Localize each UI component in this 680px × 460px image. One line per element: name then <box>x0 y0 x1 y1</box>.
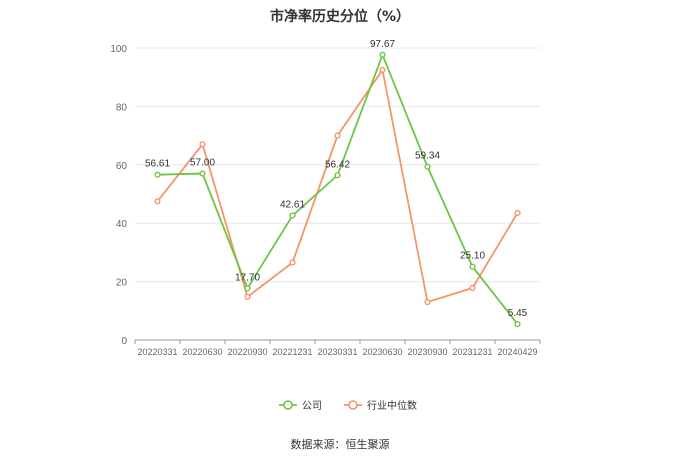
data-source: 数据来源：恒生聚源 <box>290 438 390 451</box>
data-label: 42.61 <box>280 200 305 211</box>
data-point <box>379 66 386 74</box>
data-point <box>244 285 251 292</box>
x-tick-label: 20221231 <box>272 347 312 357</box>
data-label: 57.00 <box>190 158 215 169</box>
data-label: 56.42 <box>325 159 350 170</box>
series-group <box>154 51 521 328</box>
y-axis-ticks: 0 20 40 60 80 100 <box>110 44 127 347</box>
chart-title: 市净率历史分位（%） <box>269 9 411 25</box>
x-tick-label: 20220930 <box>227 347 267 357</box>
y-tick-label: 0 <box>121 336 127 347</box>
legend-marker <box>283 400 293 410</box>
data-point <box>379 51 386 58</box>
data-point <box>424 298 431 306</box>
x-tick-label: 20220331 <box>137 347 177 357</box>
x-tick-label: 20220630 <box>182 347 222 357</box>
x-tick-label: 20230930 <box>407 347 447 357</box>
series-line <box>156 69 519 303</box>
y-tick-label: 80 <box>116 102 128 113</box>
data-point <box>154 171 161 178</box>
data-point <box>469 263 476 270</box>
data-label: 25.10 <box>460 251 485 262</box>
x-axis: 20220331 20220630 20220930 20221231 20230331… <box>134 339 541 357</box>
data-point <box>289 212 296 219</box>
y-tick-label: 40 <box>116 219 128 230</box>
data-point <box>244 293 251 300</box>
x-tick-label: 20230331 <box>317 347 357 357</box>
y-tick-label: 60 <box>116 161 128 172</box>
data-label: 59.34 <box>415 151 440 162</box>
y-tick-label: 20 <box>116 278 128 289</box>
data-point <box>334 132 341 139</box>
data-point <box>199 170 206 177</box>
legend: 公司 行业中位数 <box>279 399 417 412</box>
data-labels: 56.61 57.00 17.70 42.61 56.42 97.67 59.34 25.10… <box>145 39 528 319</box>
data-label: 5.45 <box>508 308 528 319</box>
series-line <box>157 53 519 325</box>
legend-label: 公司 <box>302 401 322 412</box>
data-label: 17.70 <box>235 272 260 283</box>
data-label: 56.61 <box>145 159 170 170</box>
x-tick-label: 20240429 <box>497 347 537 357</box>
x-tick-label: 20230630 <box>362 347 402 357</box>
y-tick-label: 100 <box>110 44 127 55</box>
data-point <box>154 198 161 205</box>
data-point <box>424 163 431 170</box>
legend-label: 行业中位数 <box>367 399 417 412</box>
legend-marker <box>348 400 358 410</box>
data-point <box>289 259 296 266</box>
data-label: 97.67 <box>370 39 395 50</box>
x-tick-label: 20231231 <box>452 347 492 357</box>
data-point <box>334 172 341 179</box>
data-point <box>514 320 521 328</box>
gridlines <box>135 47 540 283</box>
data-point <box>469 284 476 292</box>
data-point <box>199 141 206 148</box>
data-point <box>514 209 521 217</box>
